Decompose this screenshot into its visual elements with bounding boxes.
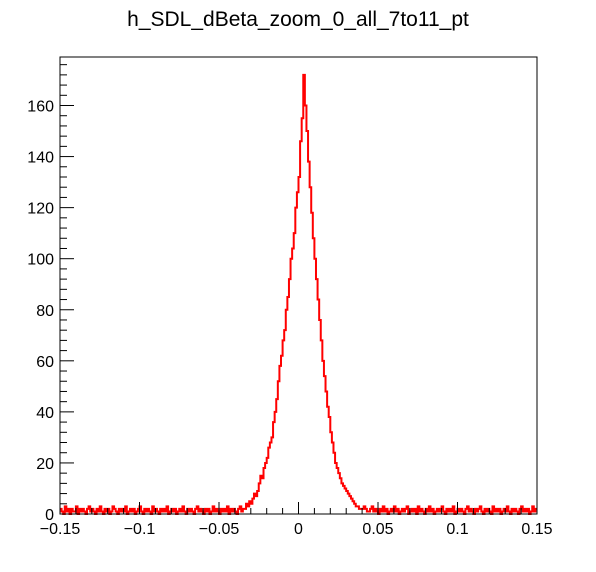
x-tick-label: 0.15	[521, 521, 552, 538]
plot-frame	[59, 56, 538, 515]
x-tick-label: −0.1	[124, 521, 156, 538]
x-tick-label: 0.1	[446, 521, 468, 538]
y-tick-label: 140	[27, 150, 54, 167]
axis-layer: −0.15 −0.1 −0.05 0 0.05 0.1 0.15 0 20 40 60 80 100 12…	[27, 64, 553, 538]
x-tick-label: −0.15	[40, 521, 81, 538]
y-tick-label: 160	[27, 99, 54, 116]
y-tick-label: 80	[36, 303, 54, 320]
y-tick-label: 100	[27, 252, 54, 269]
series-layer	[60, 73, 537, 515]
x-tick-label: −0.05	[199, 521, 240, 538]
y-tick-label: 20	[36, 456, 54, 473]
chart-title: h_SDL_dBeta_zoom_0_all_7to11_pt	[127, 8, 469, 31]
y-tick-label: 40	[36, 405, 54, 422]
y-tick-label: 60	[36, 354, 54, 371]
histogram-series-line	[60, 73, 537, 515]
x-tick-label: 0	[294, 521, 303, 538]
y-tick-label: 0	[45, 507, 54, 524]
x-tick-label: 0.05	[362, 521, 393, 538]
y-tick-label: 120	[27, 201, 54, 218]
